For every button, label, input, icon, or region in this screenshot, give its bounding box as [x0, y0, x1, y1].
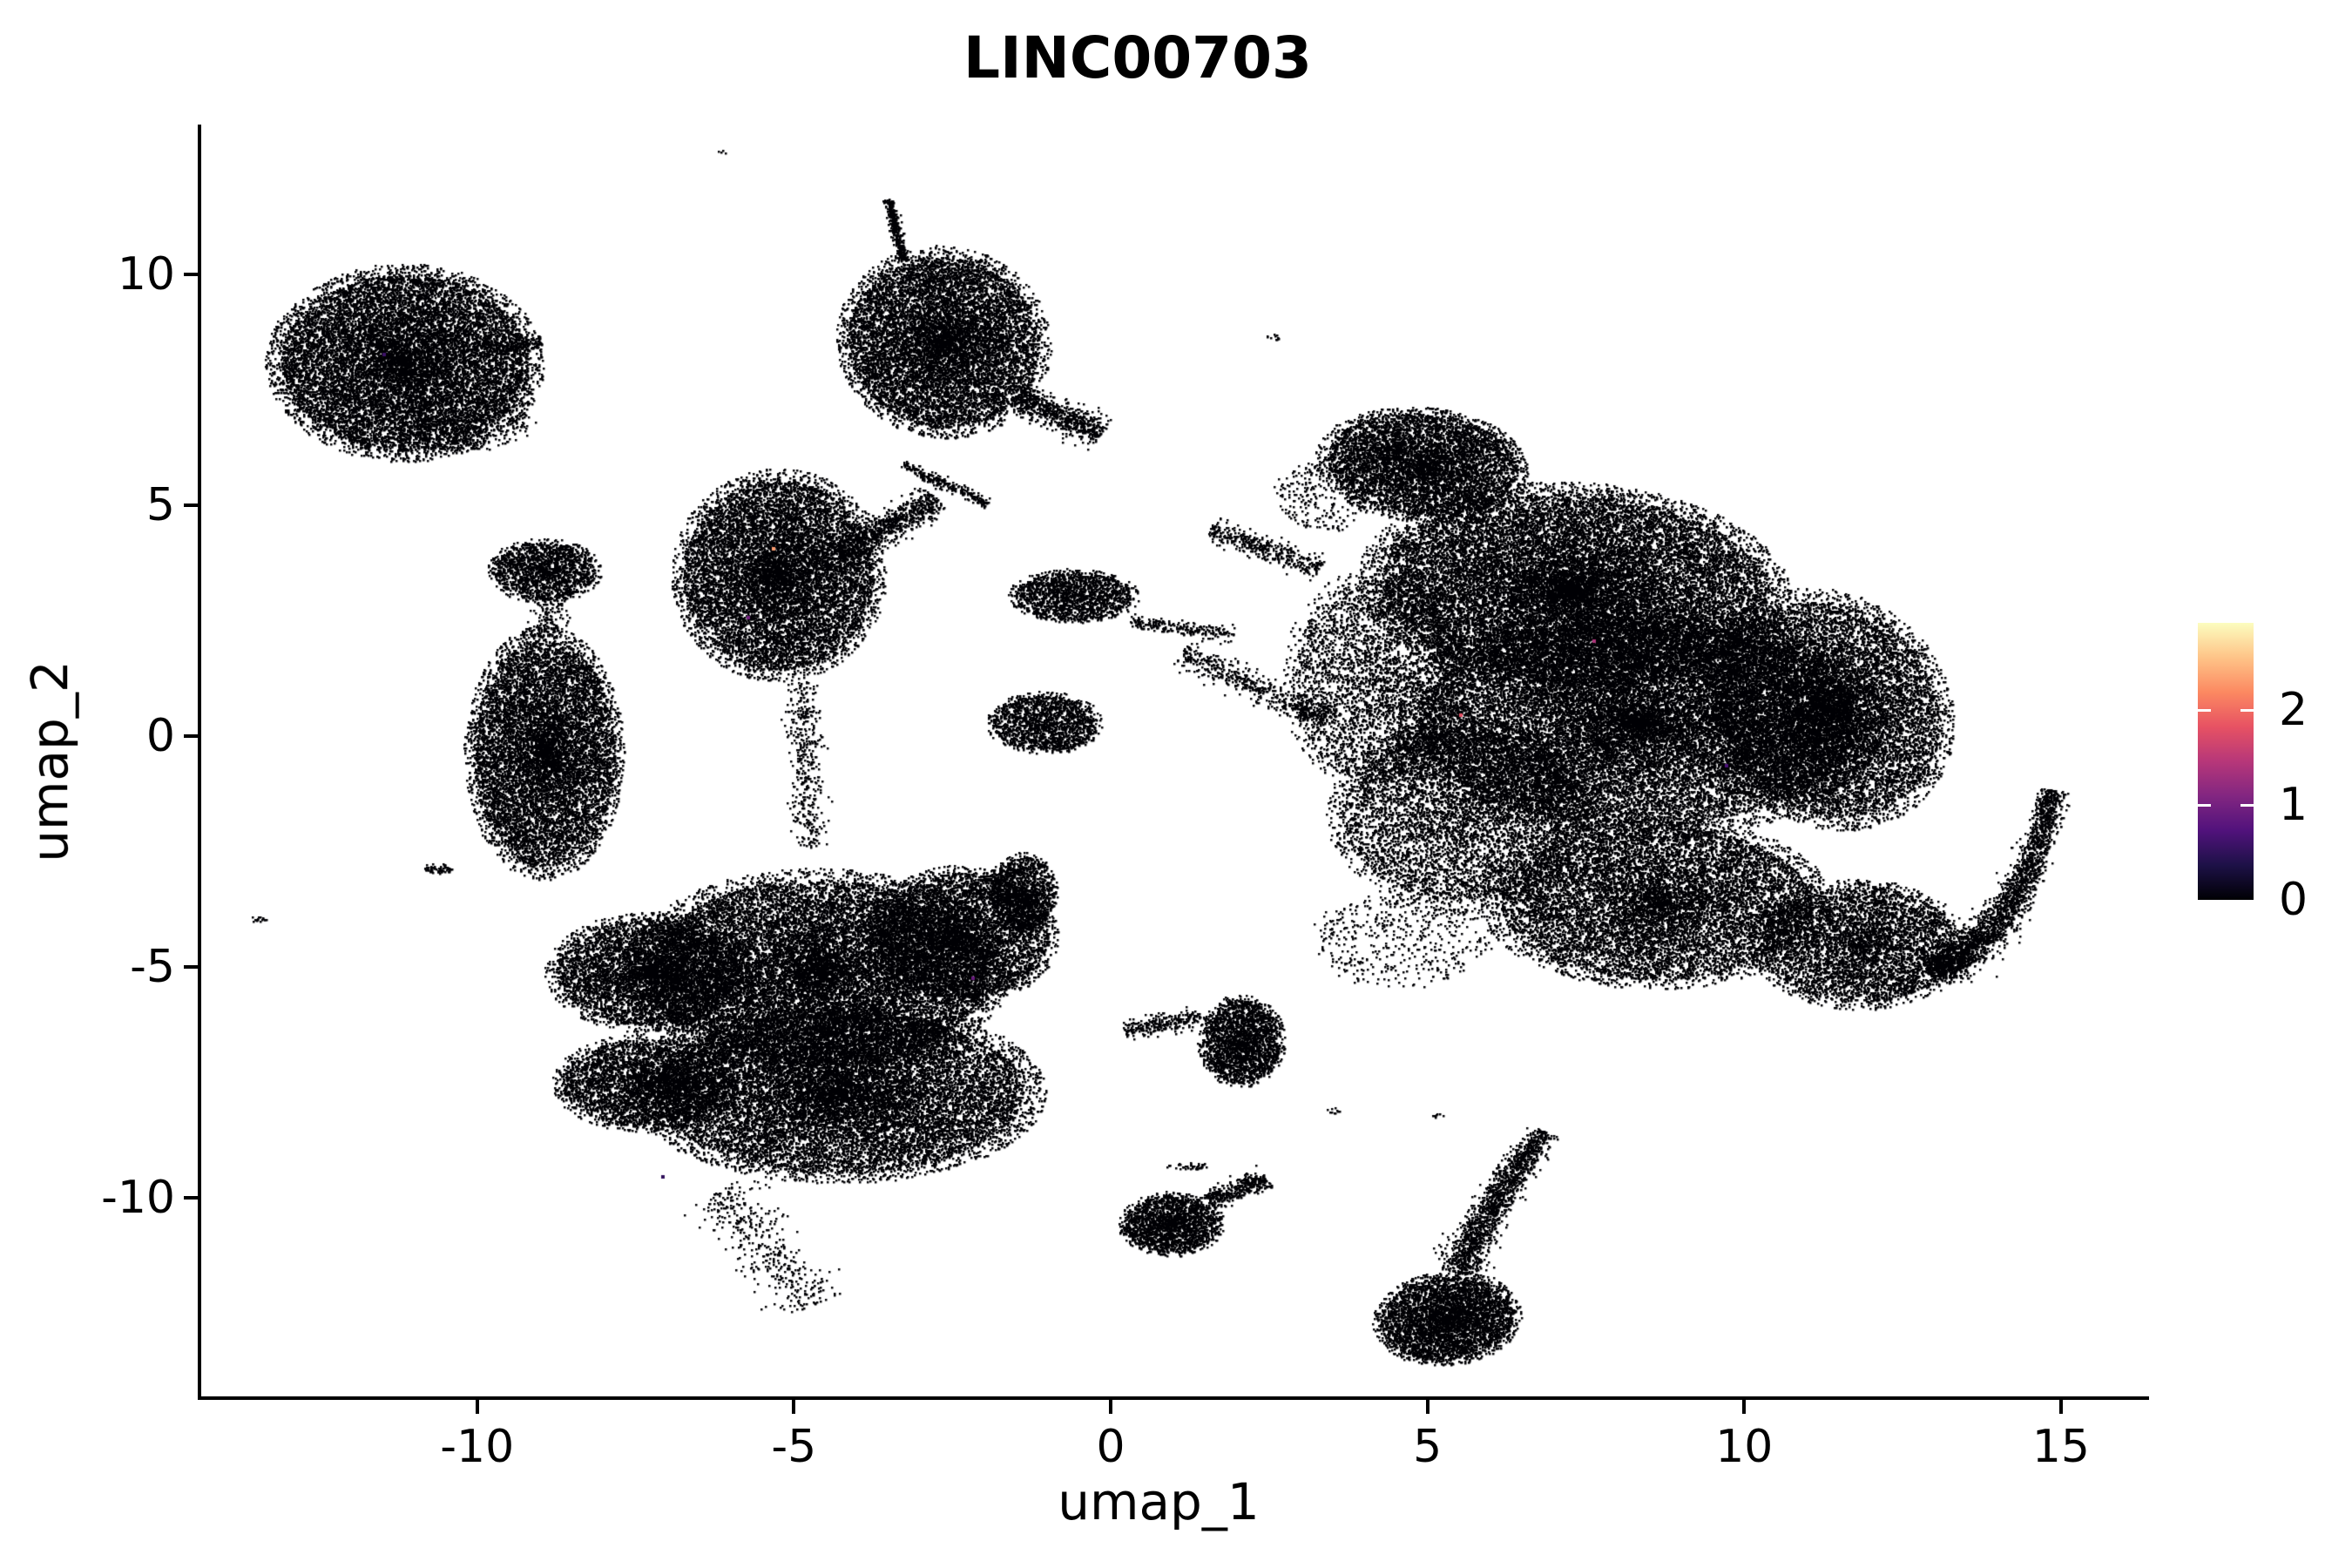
x-tick-label: -5	[771, 1421, 817, 1473]
y-tick-mark	[184, 504, 198, 507]
plot-title: LINC00703	[963, 24, 1312, 91]
x-axis-label: umap_1	[1058, 1472, 1260, 1531]
y-tick-mark	[184, 1196, 198, 1200]
y-tick-label: 10	[117, 247, 175, 301]
colorbar-tick-mark	[2198, 804, 2211, 808]
x-tick-label: -10	[440, 1421, 515, 1473]
expression-colorbar	[2198, 623, 2254, 900]
colorbar-tick-mark	[2240, 804, 2254, 808]
y-axis-line	[198, 125, 201, 1400]
y-tick-label: -10	[101, 1171, 175, 1224]
colorbar-tick-label: 2	[2279, 683, 2308, 736]
x-tick-mark	[1742, 1400, 1747, 1414]
y-tick-mark	[184, 273, 198, 276]
x-tick-label: 0	[1096, 1421, 1125, 1473]
x-tick-mark	[2058, 1400, 2063, 1414]
y-tick-label: -5	[130, 940, 175, 993]
colorbar-tick-label: 0	[2279, 873, 2308, 926]
x-axis-line	[198, 1396, 2149, 1400]
y-axis-label: umap_2	[20, 660, 80, 862]
x-tick-label: 10	[1715, 1421, 1774, 1473]
x-tick-label: 15	[2031, 1421, 2091, 1473]
y-tick-mark	[184, 734, 198, 738]
colorbar-tick-mark	[2240, 709, 2254, 713]
x-tick-label: 5	[1413, 1421, 1443, 1473]
x-tick-mark	[475, 1400, 479, 1414]
y-tick-label: 5	[145, 478, 175, 531]
x-tick-mark	[1109, 1400, 1112, 1414]
x-tick-mark	[792, 1400, 796, 1414]
y-tick-mark	[184, 965, 198, 969]
x-tick-mark	[1425, 1400, 1429, 1414]
colorbar-tick-label: 1	[2279, 778, 2308, 831]
y-tick-label: 0	[145, 709, 175, 762]
colorbar-tick-mark	[2198, 709, 2211, 713]
